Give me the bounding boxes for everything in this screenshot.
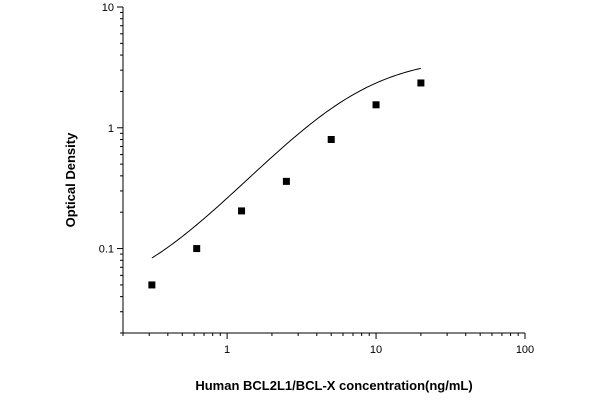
- data-point: [282, 177, 290, 185]
- y-tick-label: 0.1: [99, 244, 114, 256]
- x-tick-label: 10: [370, 344, 382, 356]
- x-axis-title: Human BCL2L1/BCL-X concentration(ng/mL): [195, 378, 472, 393]
- data-points: [148, 79, 425, 289]
- x-tick-label: 100: [516, 344, 534, 356]
- data-point: [193, 245, 201, 253]
- data-point: [372, 101, 380, 109]
- data-point: [417, 79, 425, 87]
- x-tick-label: 1: [224, 344, 230, 356]
- axes: [122, 7, 525, 334]
- y-tick-label: 1: [108, 123, 114, 135]
- data-point: [327, 135, 335, 143]
- y-axis-ticks: 0.1 1 10: [99, 2, 123, 334]
- y-axis-title: Optical Density: [63, 132, 78, 227]
- data-point: [238, 207, 246, 215]
- fit-curve: [151, 67, 422, 259]
- y-tick-label: 10: [102, 2, 114, 14]
- data-point: [148, 281, 156, 289]
- x-axis-ticks: 1 10 100: [122, 333, 534, 356]
